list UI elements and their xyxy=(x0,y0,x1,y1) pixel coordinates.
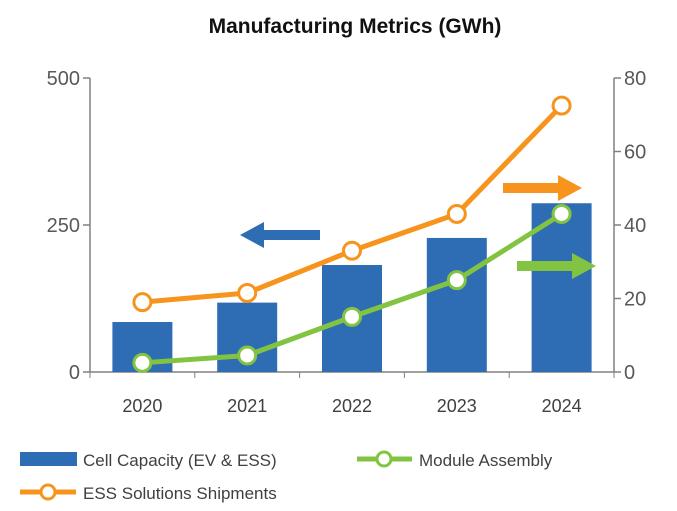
right-tick-label: 60 xyxy=(624,142,646,164)
data-point xyxy=(237,345,258,366)
data-point xyxy=(446,203,467,224)
bars xyxy=(112,203,592,372)
bar xyxy=(531,203,592,372)
data-point xyxy=(446,270,467,291)
legend-label: Module Assembly xyxy=(419,451,553,470)
legend-swatch-marker xyxy=(39,483,57,501)
axes: 0 250 500 0 20 40 60 80 2020 2021 2022 2023 2024 xyxy=(47,68,647,416)
chart-title: Manufacturing Metrics (GWh) xyxy=(209,15,502,38)
data-point xyxy=(237,282,258,303)
data-point xyxy=(551,203,572,224)
bar xyxy=(426,237,487,372)
x-tick-label: 2022 xyxy=(332,396,372,416)
left-axis-arrow xyxy=(240,222,320,248)
right-tick-label: 80 xyxy=(624,68,646,90)
legend-swatch-marker xyxy=(375,450,393,468)
right-tick-label: 40 xyxy=(624,215,646,237)
data-point xyxy=(342,240,362,261)
legend-label: Cell Capacity (EV & ESS) xyxy=(83,451,277,470)
data-point xyxy=(342,306,362,327)
right-axis-arrow-orange xyxy=(503,175,582,201)
left-tick-label: 0 xyxy=(69,362,80,384)
x-tick-label: 2024 xyxy=(542,396,582,416)
right-tick-label: 0 xyxy=(624,362,635,384)
line-series xyxy=(132,95,572,373)
right-tick-label: 20 xyxy=(624,289,646,311)
legend-swatch-bar xyxy=(20,452,77,466)
annotations xyxy=(240,175,596,279)
data-point xyxy=(551,95,572,116)
legend-label: ESS Solutions Shipments xyxy=(83,484,277,503)
right-axis-arrow-green xyxy=(517,253,596,279)
x-tick-label: 2023 xyxy=(437,396,477,416)
x-tick-label: 2020 xyxy=(122,396,162,416)
left-tick-label: 250 xyxy=(47,215,80,237)
left-tick-label: 500 xyxy=(47,68,80,90)
data-point xyxy=(132,292,153,313)
legend: Cell Capacity (EV & ESS) Module Assembly E… xyxy=(20,450,553,503)
data-point xyxy=(132,352,153,373)
x-tick-label: 2021 xyxy=(227,396,267,416)
